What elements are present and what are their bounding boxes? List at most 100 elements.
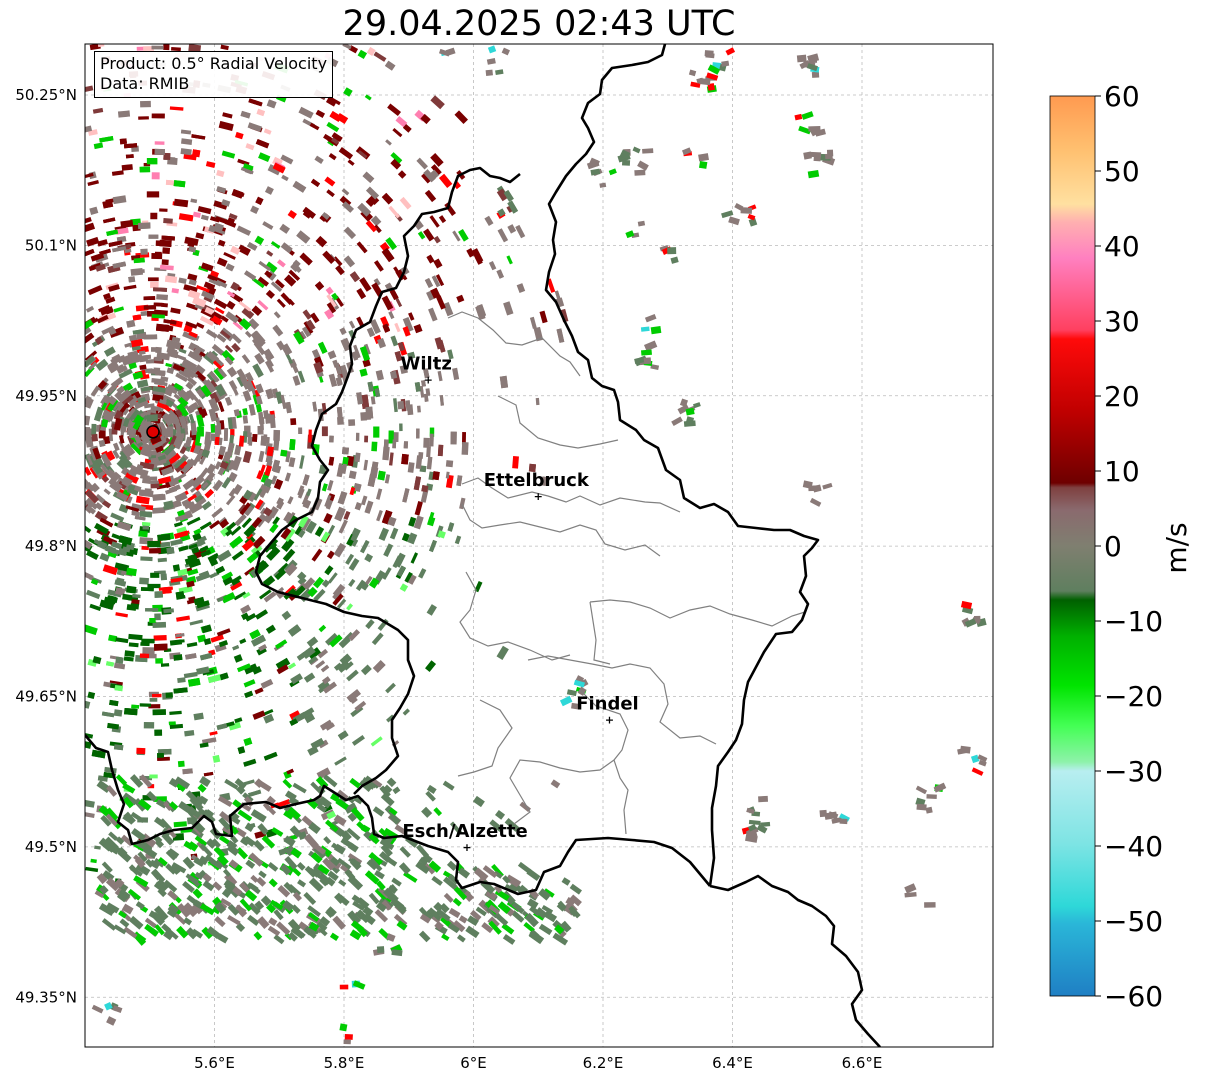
echo-pixel xyxy=(351,734,365,746)
echo-pixel xyxy=(245,859,256,869)
echo-pixel xyxy=(91,423,97,437)
echo-pixel xyxy=(281,343,293,356)
echo-pixel xyxy=(445,460,454,468)
echo-pixel xyxy=(154,591,163,598)
echo-pixel xyxy=(382,887,398,902)
echo-pixel xyxy=(173,530,189,539)
echo-pixel xyxy=(182,478,196,491)
echo-pixel xyxy=(87,179,99,187)
echo-pixel xyxy=(178,369,191,379)
echo-pixel xyxy=(122,792,138,806)
echo-pixel xyxy=(667,247,677,255)
echo-pixel xyxy=(310,852,323,864)
echo-pixel xyxy=(339,984,349,990)
echo-pixel xyxy=(151,172,160,180)
echo-pixel xyxy=(441,933,450,942)
echo-pixel xyxy=(96,424,100,432)
echo-pixel xyxy=(343,1039,351,1045)
echo-pixel xyxy=(91,1004,104,1014)
city-marker: + xyxy=(462,841,471,854)
echo-pixel xyxy=(201,624,212,634)
echo-pixel xyxy=(756,824,768,834)
echo-pixel xyxy=(127,394,139,406)
echo-pixel xyxy=(128,642,139,648)
echo-pixel xyxy=(266,546,281,561)
echo-pixel xyxy=(245,143,255,151)
echo-pixel xyxy=(255,196,264,206)
echo-pixel xyxy=(228,721,242,731)
echo-pixel xyxy=(242,591,251,599)
echo-pixel xyxy=(365,220,378,233)
echo-pixel xyxy=(263,591,277,603)
echo-pixel xyxy=(407,532,418,545)
echo-pixel xyxy=(98,902,115,917)
echo-pixel xyxy=(336,659,351,673)
echo-pixel xyxy=(235,847,248,860)
echo-pixel xyxy=(347,812,357,822)
echo-pixel xyxy=(239,898,252,912)
echo-pixel xyxy=(437,444,444,457)
echo-pixel xyxy=(199,408,208,418)
city-marker: + xyxy=(424,374,433,387)
echo-pixel xyxy=(90,578,99,586)
echo-pixel xyxy=(241,539,255,552)
echo-pixel xyxy=(366,327,376,338)
echo-pixel xyxy=(106,785,118,797)
echo-pixel xyxy=(339,327,347,335)
echo-pixel xyxy=(266,446,274,457)
colorbar-tick-label: 10 xyxy=(1104,455,1140,488)
echo-pixel xyxy=(425,790,436,802)
echo-pixel xyxy=(237,809,253,822)
echo-pixel xyxy=(152,287,168,292)
echo-pixel xyxy=(188,279,197,286)
echo-pixel xyxy=(402,708,410,716)
echo-pixel xyxy=(275,657,291,671)
echo-pixel xyxy=(169,106,184,111)
echo-pixel xyxy=(236,368,247,380)
echo-pixel xyxy=(301,326,312,338)
echo-pixel xyxy=(85,589,101,600)
echo-pixel xyxy=(142,839,154,850)
echo-pixel xyxy=(233,409,240,417)
echo-pixel xyxy=(217,795,233,807)
echo-pixel xyxy=(220,315,229,323)
echo-pixel xyxy=(141,386,153,392)
echo-pixel xyxy=(103,596,117,605)
echo-pixel xyxy=(324,308,335,320)
echo-pixel xyxy=(91,749,106,759)
echo-pixel xyxy=(203,296,213,303)
echo-pixel xyxy=(978,759,987,767)
echo-pixel xyxy=(117,480,128,490)
echo-pixel xyxy=(234,444,242,456)
echo-pixel xyxy=(160,466,174,476)
echo-pixel xyxy=(275,639,288,649)
echo-pixel xyxy=(123,926,138,939)
echo-pixel xyxy=(133,854,145,866)
echo-pixel xyxy=(85,319,94,330)
echo-pixel xyxy=(157,756,170,761)
echo-pixel xyxy=(374,909,389,923)
echo-pixel xyxy=(96,780,111,793)
echo-pixel xyxy=(210,423,216,433)
echo-pixel xyxy=(85,305,95,313)
echo-pixel xyxy=(155,658,163,664)
echo-pixel xyxy=(108,240,123,247)
echo-pixel xyxy=(173,382,183,391)
echo-pixel xyxy=(341,188,350,196)
echo-pixel xyxy=(151,868,166,883)
echo-pixel xyxy=(280,154,294,165)
echo-pixel xyxy=(748,217,758,227)
echo-pixel xyxy=(183,917,193,926)
echo-pixel xyxy=(399,583,409,592)
echo-pixel xyxy=(331,132,343,142)
echo-pixel xyxy=(153,406,164,412)
echo-pixel xyxy=(311,348,321,360)
echo-pixel xyxy=(252,710,266,720)
echo-pixel xyxy=(373,426,380,438)
echo-pixel xyxy=(113,924,127,935)
echo-pixel xyxy=(87,691,96,699)
echo-pixel xyxy=(559,920,572,933)
echo-pixel xyxy=(347,910,361,925)
echo-pixel xyxy=(187,493,197,502)
echo-pixel xyxy=(285,584,296,596)
